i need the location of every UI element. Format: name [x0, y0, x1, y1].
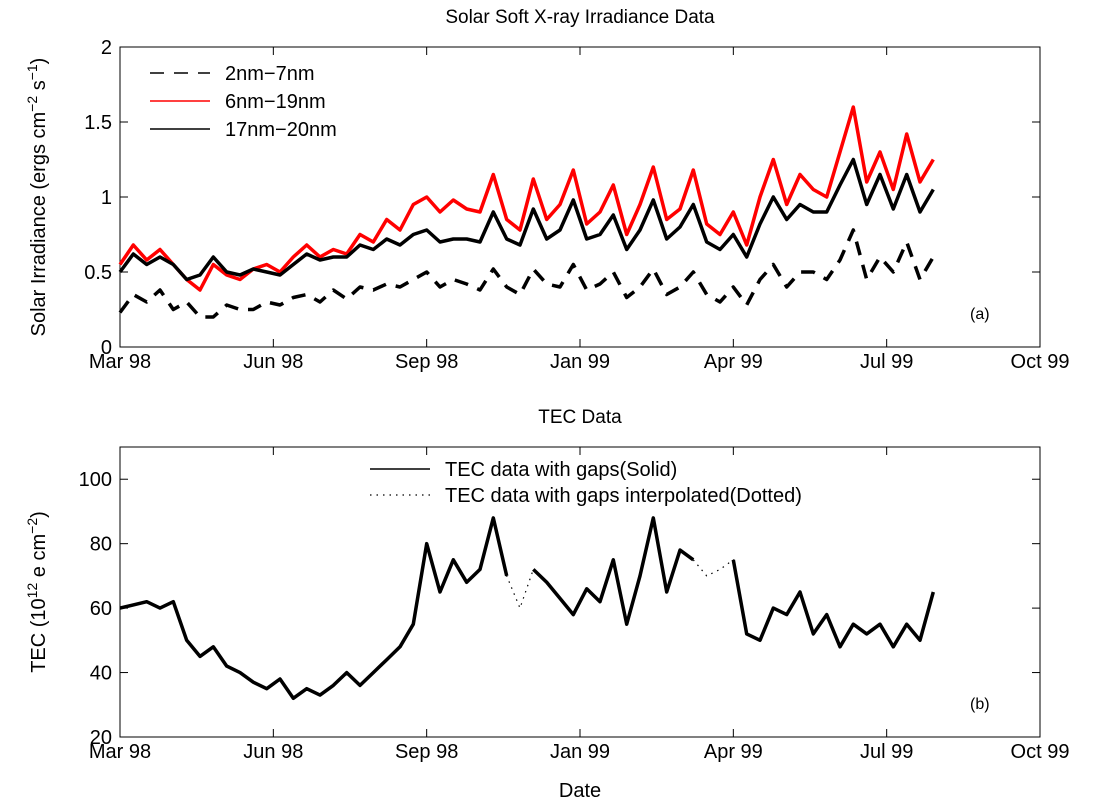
x-tick-label: Mar 98 — [89, 741, 151, 763]
x-tick-label: Jan 99 — [550, 351, 610, 373]
x-axis-label: Date — [559, 780, 601, 802]
y-tick-label: 80 — [90, 534, 112, 556]
y-tick-label: 1 — [101, 187, 112, 209]
y-axis-label-part: TEC (10 — [28, 598, 50, 672]
y-axis-label-part: s — [28, 80, 50, 96]
y-axis-label: TEC (1012 e cm−2) — [24, 511, 50, 673]
y-axis-label-superscript: −2 — [24, 96, 40, 112]
annotation: (b) — [970, 696, 990, 713]
y-axis-label-part: ) — [28, 511, 50, 518]
x-tick-label: Oct 99 — [1011, 741, 1070, 763]
legend-label: 6nm−19nm — [225, 91, 326, 113]
legend-label: TEC data with gaps interpolated(Dotted) — [445, 485, 802, 507]
annotation: (a) — [970, 306, 990, 323]
legend-label: TEC data with gaps(Solid) — [445, 459, 677, 481]
series-line — [118, 228, 935, 319]
y-tick-label: 0 — [101, 337, 112, 359]
y-tick-label: 20 — [90, 727, 112, 749]
y-axis-label-superscript: −1 — [24, 64, 40, 80]
y-axis-label-superscript: 12 — [24, 583, 40, 599]
series-line — [119, 516, 935, 701]
x-tick-label: Apr 99 — [704, 741, 763, 763]
x-tick-label: Jun 98 — [243, 741, 303, 763]
y-tick-label: 40 — [90, 663, 112, 685]
y-axis-label-part: ) — [28, 58, 50, 65]
y-tick-label: 1.5 — [84, 112, 112, 134]
legend-label: 2nm−7nm — [225, 63, 315, 85]
series-line — [119, 517, 934, 699]
y-tick-label: 100 — [79, 469, 112, 491]
series-line — [118, 157, 935, 282]
y-tick-label: 60 — [90, 598, 112, 620]
chart-title: TEC Data — [538, 407, 622, 428]
x-tick-label: Oct 99 — [1011, 351, 1070, 373]
chart-title: Solar Soft X-ray Irradiance Data — [445, 7, 715, 28]
y-axis-label-part: e cm — [28, 534, 50, 583]
legend-label: 17nm−20nm — [225, 119, 337, 141]
x-tick-label: Sep 98 — [395, 741, 458, 763]
y-tick-label: 2 — [101, 37, 112, 59]
x-tick-label: Mar 98 — [89, 351, 151, 373]
x-tick-label: Jul 99 — [860, 741, 913, 763]
x-tick-label: Apr 99 — [704, 351, 763, 373]
y-axis-label-superscript: −2 — [24, 518, 40, 534]
y-axis-label: Solar Irradiance (ergs cm−2 s−1) — [24, 58, 50, 337]
x-tick-label: Jun 98 — [243, 351, 303, 373]
y-axis-label-part: Solar Irradiance (ergs cm — [28, 112, 50, 337]
x-tick-label: Jul 99 — [860, 351, 913, 373]
x-tick-label: Jan 99 — [550, 741, 610, 763]
x-tick-label: Sep 98 — [395, 351, 458, 373]
y-tick-label: 0.5 — [84, 262, 112, 284]
